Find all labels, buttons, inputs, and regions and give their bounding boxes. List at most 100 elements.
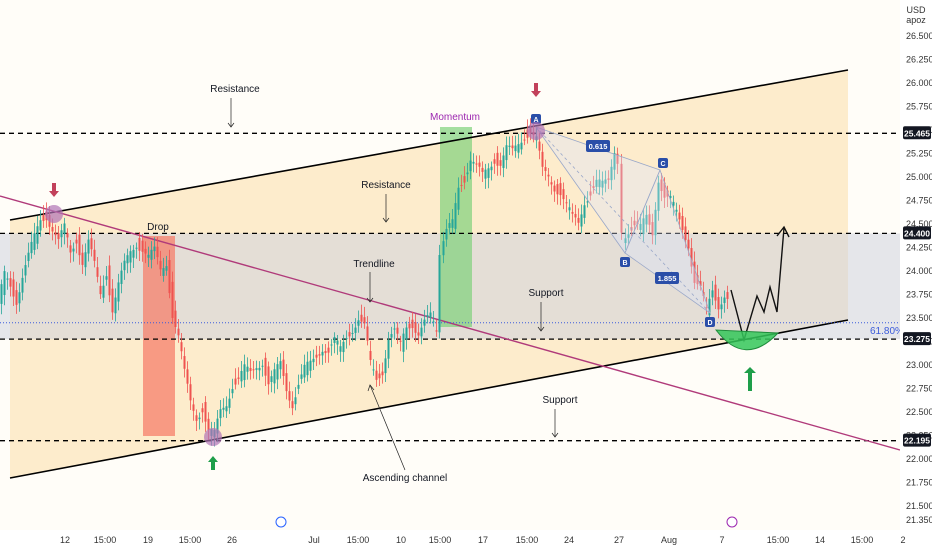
candle-body — [111, 288, 114, 313]
candle-body — [39, 220, 42, 231]
candle-body — [520, 142, 523, 150]
candle-body — [135, 247, 138, 249]
drop-label: Drop — [147, 222, 169, 233]
candle-body — [586, 201, 589, 203]
candle-body — [620, 163, 623, 233]
label-pointer-head — [382, 217, 390, 223]
candle-body — [601, 180, 604, 188]
candle-body — [342, 341, 345, 353]
ratio-badge — [655, 272, 679, 284]
candle-body — [639, 223, 642, 230]
candle-body — [711, 290, 714, 298]
candle-body — [624, 238, 627, 244]
candle-body — [360, 314, 363, 322]
candle-body — [366, 326, 369, 341]
candle-body — [156, 246, 159, 258]
candle-body — [3, 271, 6, 296]
candle-body — [405, 327, 408, 340]
candle-body — [714, 284, 717, 301]
candle-body — [417, 332, 420, 336]
candle-body — [684, 226, 687, 240]
candle-body — [408, 323, 411, 329]
price-tick-label: 22.500 — [906, 407, 932, 417]
candle-body — [414, 322, 417, 333]
currency-label: USD — [906, 5, 926, 15]
time-tick-label: Aug — [661, 535, 677, 545]
candle-body — [675, 209, 678, 212]
price-tick-label: 24.250 — [906, 243, 932, 253]
candle-body — [270, 376, 273, 382]
candle-body — [102, 285, 105, 298]
candle-body — [604, 179, 607, 184]
candle-body — [642, 218, 645, 235]
candle-body — [333, 337, 336, 343]
candle-body — [396, 327, 399, 334]
candle-body — [54, 232, 57, 236]
candle-body — [159, 260, 162, 270]
candle-body — [21, 277, 24, 293]
candle-body — [435, 330, 438, 332]
label-pointer-head — [551, 432, 559, 438]
level-badge — [903, 226, 931, 240]
candle-body — [153, 246, 156, 252]
candle-body — [96, 267, 99, 277]
price-tick-label: 25.250 — [906, 149, 932, 159]
time-tick-label: 15:00 — [94, 535, 117, 545]
resistance-top-label: Resistance — [210, 84, 260, 95]
up-arrow-icon — [208, 456, 218, 470]
candle-body — [672, 201, 675, 206]
candle-body — [657, 182, 660, 211]
candle-body — [562, 189, 565, 200]
harmonic-pattern: A B C D 0.615 1.855 — [531, 114, 715, 327]
event-icon[interactable] — [275, 516, 287, 528]
candle-body — [550, 182, 553, 185]
candle-body — [297, 384, 300, 389]
candle-body — [168, 260, 171, 294]
candle-body — [108, 265, 111, 296]
candle-body — [42, 215, 45, 221]
level-badge-label: 24.400 — [904, 228, 930, 238]
candle-body — [454, 203, 457, 229]
label-pointer-head — [537, 326, 545, 332]
candle-body — [324, 351, 327, 354]
candle-body — [321, 351, 324, 356]
currency-sub-label: apoz — [906, 15, 926, 25]
candle-body — [699, 281, 702, 286]
pivot-circle — [204, 428, 222, 446]
momentum-label: Momentum — [430, 112, 480, 123]
candle-body — [568, 207, 571, 211]
down-arrow-icon — [49, 183, 59, 197]
level-badge — [903, 433, 931, 447]
label-pointer — [369, 384, 406, 471]
price-tick-label: 26.250 — [906, 55, 932, 65]
time-tick-label: 15:00 — [851, 535, 874, 545]
candle-body — [678, 212, 681, 220]
candle-body — [466, 172, 469, 175]
candle-body — [78, 234, 81, 256]
candle-body — [708, 298, 711, 316]
time-tick-label: 14 — [815, 535, 825, 545]
price-tick-label: 21.500 — [906, 501, 932, 511]
candle-body — [705, 307, 708, 309]
candle-body — [57, 233, 60, 240]
event-icon[interactable] — [726, 516, 738, 528]
price-tick-label: 24.500 — [906, 219, 932, 229]
candle-body — [72, 248, 75, 252]
candle-body — [162, 268, 165, 276]
candle-body — [511, 145, 514, 149]
time-tick-label: 15:00 — [179, 535, 202, 545]
candle-body — [6, 278, 9, 280]
price-tick-label: 22.750 — [906, 384, 932, 394]
candle-body — [583, 205, 586, 218]
candle-body — [432, 321, 435, 323]
candle-body — [300, 374, 303, 379]
candle-body — [717, 297, 720, 310]
candle-body — [610, 166, 613, 181]
level-badge — [903, 332, 931, 346]
candle-body — [207, 418, 210, 430]
candle-body — [231, 389, 234, 394]
candle-body — [508, 145, 511, 147]
candle-body — [246, 366, 249, 372]
candle-body — [132, 249, 135, 258]
markers — [45, 83, 756, 470]
